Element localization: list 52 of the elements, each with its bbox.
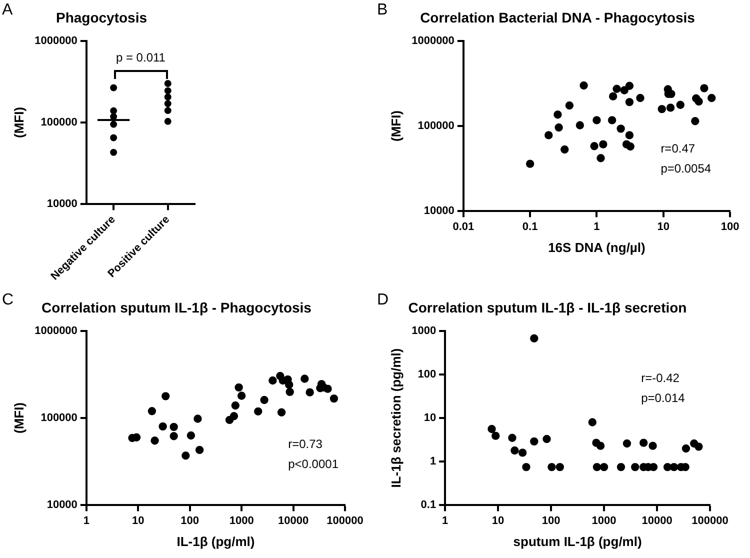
annotation: p<0.0001 bbox=[288, 457, 339, 472]
text: C bbox=[2, 291, 14, 308]
annotation: p=0.0054 bbox=[660, 161, 712, 176]
annotation: r=0.73 bbox=[288, 437, 323, 452]
annotation: r=0.47 bbox=[660, 141, 696, 156]
y-tick-label: 10000 bbox=[46, 499, 78, 512]
chart-title: Phagocytosis bbox=[56, 9, 148, 26]
y-tick-label: 1000000 bbox=[34, 34, 78, 47]
chart-title: Correlation Bacterial DNA - Phagocytosis bbox=[420, 9, 696, 26]
x-tick-label: 1000 bbox=[592, 514, 616, 527]
x-tick-label: 10 bbox=[657, 220, 670, 233]
y-tick-label: 1000 bbox=[412, 324, 436, 337]
annotation: p=0.014 bbox=[641, 390, 686, 405]
x-tick-label: 100000 bbox=[326, 514, 364, 527]
x-tick-label: 0.1 bbox=[522, 220, 538, 233]
y-tick-label: 100000 bbox=[40, 116, 78, 129]
x-tick-label: 10000 bbox=[278, 514, 309, 527]
x-tick-label: 1 bbox=[83, 514, 90, 527]
x-tick-label: 100 bbox=[180, 514, 200, 527]
text: A bbox=[2, 1, 13, 18]
annotation: p = 0.011 bbox=[116, 50, 166, 65]
y-axis-title: IL-1β secretion (pg/ml) bbox=[388, 348, 404, 488]
x-tick-label: 10000 bbox=[642, 514, 672, 527]
y-axis-title: (MFI) bbox=[388, 110, 404, 142]
x-tick-label: 1000 bbox=[229, 514, 254, 527]
x-axis-title: sputum IL-1β (pg/ml) bbox=[513, 534, 642, 549]
chart-title: Correlation sputum IL-1β - Phagocytosis bbox=[42, 299, 312, 316]
y-axis-title: (MFI) bbox=[11, 402, 26, 434]
y-tick-label: 10000 bbox=[46, 198, 78, 210]
x-axis-title: 16S DNA (ng/µl) bbox=[548, 240, 646, 255]
text: D bbox=[377, 291, 389, 308]
y-tick-label: 1 bbox=[430, 456, 436, 468]
y-tick-label: 0.1 bbox=[420, 499, 436, 512]
y-tick-label: 1000000 bbox=[34, 324, 78, 337]
x-tick-label: 100 bbox=[542, 514, 560, 527]
chart-title: Correlation sputum IL-1β - IL-1β secretion bbox=[408, 299, 687, 316]
x-tick-label: 0.01 bbox=[452, 220, 474, 233]
x-tick-label: 10 bbox=[492, 514, 504, 527]
y-tick-label: 1000000 bbox=[412, 34, 454, 47]
x-tick-label: 10 bbox=[132, 514, 144, 527]
y-axis-title: (MFI) bbox=[11, 106, 26, 138]
y-tick-label: 100000 bbox=[418, 120, 454, 132]
y-tick-label: 100 bbox=[418, 368, 436, 380]
y-tick-label: 10000 bbox=[424, 205, 454, 218]
x-axis-title: IL-1β (pg/ml) bbox=[176, 534, 255, 549]
y-tick-label: 10 bbox=[424, 412, 436, 424]
x-tick-label: 100 bbox=[720, 220, 740, 233]
text: B bbox=[377, 1, 388, 18]
x-tick-label: 1 bbox=[594, 220, 600, 233]
y-tick-label: 100000 bbox=[40, 412, 78, 424]
x-tick-label: 100000 bbox=[692, 514, 728, 527]
annotation: r=-0.42 bbox=[641, 370, 680, 385]
